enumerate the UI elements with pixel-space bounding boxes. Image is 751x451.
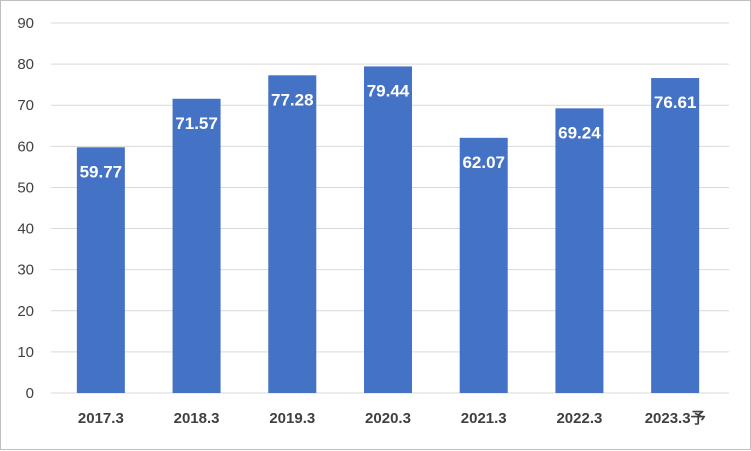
bars (76, 66, 700, 394)
data-label: 79.44 (367, 81, 410, 100)
y-tick-label: 60 (17, 138, 34, 155)
y-axis-ticks: 0 10 20 30 40 50 60 70 80 90 (17, 15, 34, 402)
y-tick-label: 30 (17, 262, 34, 279)
data-label: 69.24 (558, 123, 601, 142)
x-tick-label: 2017.3 (78, 410, 124, 427)
bar (268, 75, 317, 393)
y-tick-label: 10 (17, 344, 34, 361)
bar (76, 147, 125, 393)
x-tick-label: 2021.3 (461, 410, 507, 427)
bar (651, 78, 700, 393)
data-label: 76.61 (654, 93, 697, 112)
y-tick-label: 50 (17, 179, 34, 196)
bar (555, 108, 604, 393)
y-tick-label: 80 (17, 56, 34, 73)
x-axis-ticks: 2017.3 2018.3 2019.3 2020.3 2021.3 2022.3 2023… (78, 410, 706, 427)
data-label: 77.28 (271, 90, 314, 109)
y-tick-label: 40 (17, 221, 34, 238)
data-label: 59.77 (80, 162, 123, 181)
x-tick-label: 2020.3 (365, 410, 411, 427)
y-tick-label: 70 (17, 97, 34, 114)
data-label: 71.57 (175, 114, 218, 133)
y-tick-label: 0 (26, 385, 34, 402)
data-labels: 59.77 71.57 77.28 79.44 62.07 69.24 76.61 (80, 81, 697, 181)
x-tick-label: 2019.3 (269, 410, 315, 427)
bar (459, 137, 508, 393)
bar (172, 98, 221, 394)
data-label: 62.07 (462, 153, 505, 172)
bar (364, 66, 412, 393)
x-tick-label: 2023.3予 (645, 410, 706, 427)
y-tick-label: 90 (17, 15, 34, 32)
x-tick-label: 2018.3 (174, 410, 220, 427)
y-tick-label: 20 (17, 303, 34, 320)
x-tick-label: 2022.3 (556, 410, 602, 427)
